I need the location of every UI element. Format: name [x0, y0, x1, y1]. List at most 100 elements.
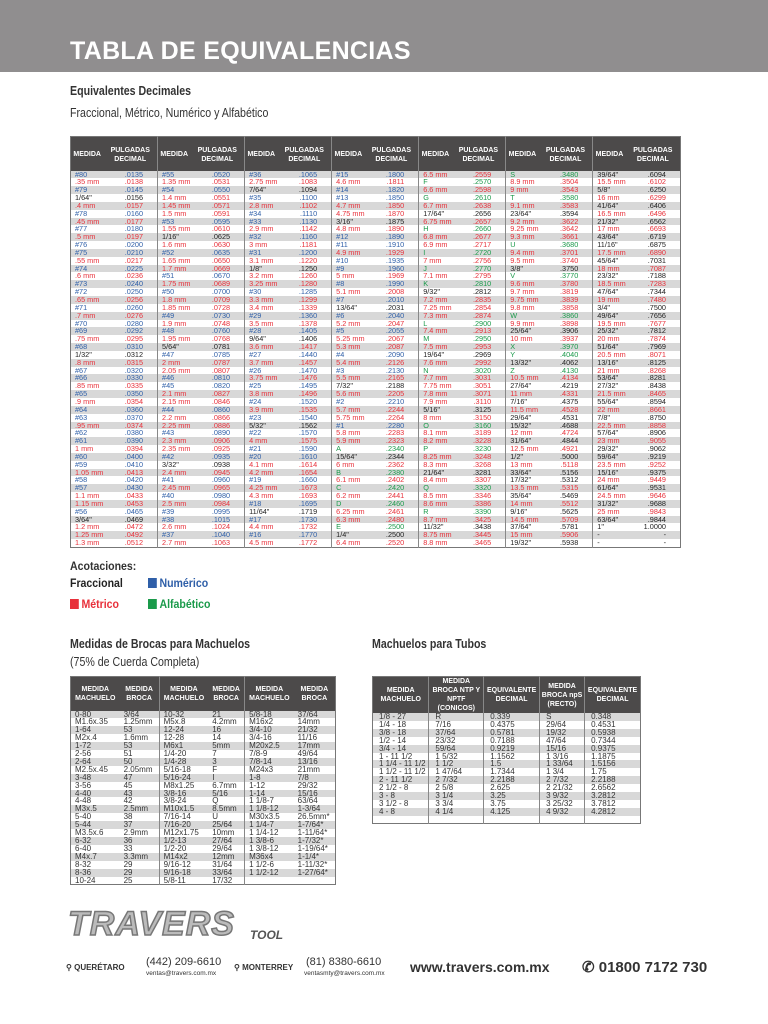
- decimal-cell: .1820: [364, 186, 419, 195]
- measure-cell: #7: [331, 296, 365, 304]
- decimal-cell: .1654: [277, 468, 332, 477]
- measure-cell: 55/64": [592, 398, 626, 406]
- tap-cell: 5/16-24: [158, 773, 209, 782]
- decimal-cell: .2008: [385, 287, 405, 297]
- table-row: 1/4 - 18 7/16 0.4375 29/64 0.4531: [373, 720, 641, 729]
- measure-cell: 11 mm: [505, 390, 539, 398]
- legend-title: Acotaciones:: [70, 559, 137, 573]
- table-row: #56 .0465 #39 .0995 11/64" .1719 6.25 mm .2461 R…: [71, 506, 681, 516]
- decimal-cell: .2280: [364, 421, 419, 430]
- pipe-cell: 1 1/4 - 11 1/2: [372, 760, 429, 769]
- decimal-cell: .4134: [538, 374, 593, 383]
- drill-cell: 7: [212, 749, 217, 759]
- measure-cell: 5.25 mm: [331, 335, 365, 344]
- decimal-cell: .0370: [124, 412, 144, 422]
- measure-cell: 2.9 mm: [244, 225, 278, 234]
- decimal-cell: 1.0000: [643, 522, 666, 532]
- decimal-cell: .0360: [103, 405, 158, 414]
- measure-cell: -: [592, 531, 626, 540]
- decimal-cell: .1102: [277, 202, 332, 210]
- email-queretaro[interactable]: ventas@travers.com.mx: [146, 970, 217, 977]
- decimal-cell: .2913: [451, 327, 506, 336]
- website-link[interactable]: www.travers.com.mx: [410, 959, 550, 975]
- decimal-cell: .6094: [625, 170, 681, 179]
- measure-cell: 41/64": [592, 202, 626, 210]
- header-pulgadas: PULGADAS DECIMAL: [538, 136, 593, 171]
- measure-cell: 63/64": [592, 515, 626, 524]
- drill-cell: 10mm: [212, 828, 235, 838]
- decimal-cell: .1360: [277, 311, 332, 320]
- measure-cell: 3.75 mm: [244, 374, 278, 383]
- measure-cell: 1.9 mm: [157, 319, 191, 328]
- decimal-cell: .3150: [472, 412, 492, 422]
- tap-cell: 1-64: [70, 726, 120, 735]
- drill-cell: 51: [123, 749, 133, 759]
- table-row: 5-40 38 7/16-14 U M30x3.5 26.5mm*: [71, 813, 336, 822]
- pipe-cell: 0.5781: [483, 728, 540, 737]
- measure-cell: #57: [70, 484, 104, 493]
- decimal-cell: .6299: [647, 193, 666, 203]
- phone-icon: ✆: [582, 959, 599, 976]
- measure-cell: 14.5 mm: [505, 515, 539, 524]
- decimal-cell: .1378: [298, 318, 318, 328]
- decimal-cell: .8071: [647, 349, 666, 359]
- table-row: 1.1 mm .0433 #40 .0980 4.3 mm .1693 6.2 mm .244…: [71, 492, 681, 500]
- measure-cell: 5.4 mm: [331, 358, 365, 367]
- measure-cell: 12.5 mm: [505, 445, 539, 453]
- decimal-cell: .7874: [647, 334, 666, 344]
- decimal-cell: .0610: [211, 224, 231, 234]
- measure-cell: 19.5 mm: [592, 319, 626, 328]
- table-row: #65.0350 2.1 mm .0827 3.8 mm .1496 5.6 mm .220…: [70, 390, 681, 398]
- drill-cell: 13/16: [293, 757, 336, 766]
- measure-cell: 2.75 mm: [244, 178, 278, 187]
- pipe-cell: 1.5156: [584, 760, 641, 769]
- tap-cell: 2-64: [70, 757, 120, 766]
- pipe-cell: 1 3/4: [539, 768, 585, 777]
- measure-cell: #54: [157, 186, 191, 195]
- email-monterrey[interactable]: ventasmty@travers.com.mx: [304, 970, 385, 977]
- decimal-cell: .0995: [211, 506, 231, 516]
- measure-cell: #6: [331, 311, 365, 320]
- decimal-cell: .1540: [298, 412, 318, 422]
- measure-cell: 35/64": [505, 492, 539, 500]
- measure-cell: #69: [70, 327, 104, 336]
- decimal-cell: .9375: [625, 468, 681, 477]
- measure-cell: 5.5 mm: [331, 374, 365, 383]
- pipe-cell: 1 1/2 - 11 1/2: [379, 767, 426, 777]
- measure-cell: #61: [70, 437, 104, 446]
- decimal-cell: .1772: [298, 538, 318, 548]
- measure-cell: #43: [157, 429, 191, 438]
- measure-cell: 4.1 mm: [244, 460, 278, 469]
- measure-cell: 8.1 mm: [418, 429, 452, 438]
- measure-cell: 8.9 mm: [505, 178, 539, 187]
- measure-cell: 1.1 mm: [75, 491, 100, 501]
- table-row: 1/2 - 14 23/32 0.7188 47/64 0.7344: [373, 736, 641, 745]
- decimal-cell: .4062: [538, 358, 593, 367]
- tap-cell: 1 1/8-12: [244, 805, 294, 814]
- decimal-cell: .1065: [277, 170, 332, 179]
- measure-cell: #26: [244, 366, 278, 375]
- decimal-cell: .0380: [124, 428, 144, 438]
- decimal-cell: .2205: [364, 390, 419, 398]
- header-medida: MEDIDA: [592, 136, 626, 171]
- decimal-cell: .5625: [560, 506, 579, 516]
- measure-cell: 23 mm: [592, 437, 626, 446]
- measure-cell: 1.5 mm: [157, 209, 191, 218]
- pipe-cell: [373, 816, 429, 824]
- measure-cell: #47: [157, 351, 191, 359]
- measure-cell: 24.5 mm: [592, 492, 626, 500]
- drill-cell: 45: [123, 780, 133, 790]
- measure-cell: .8 mm: [70, 358, 104, 367]
- table-row: .45 mm .0177 #53.0595 #33.1130 3/16" .1875 6.7…: [70, 217, 681, 226]
- decimal-cell: .0591: [211, 208, 231, 218]
- decimal-cell: .1024: [211, 522, 231, 532]
- tap-cell: 1 1/4-12: [244, 829, 294, 837]
- table-row: 8-36 29 9/16-18 33/64 1 1/2-12 1-27/64*: [70, 868, 336, 877]
- decimal-cell: .0315: [103, 358, 158, 367]
- table-row: .35 mm .0138 1.35 mm .0531 2.75 mm .1083 4.6 m…: [71, 178, 681, 187]
- decimal-cell: .1160: [277, 233, 332, 242]
- decimal-cell: .6890: [625, 249, 681, 257]
- decimal-cell: .0551: [211, 193, 231, 203]
- measure-cell: #63: [75, 412, 88, 422]
- decimal-cell: .0390: [103, 437, 158, 446]
